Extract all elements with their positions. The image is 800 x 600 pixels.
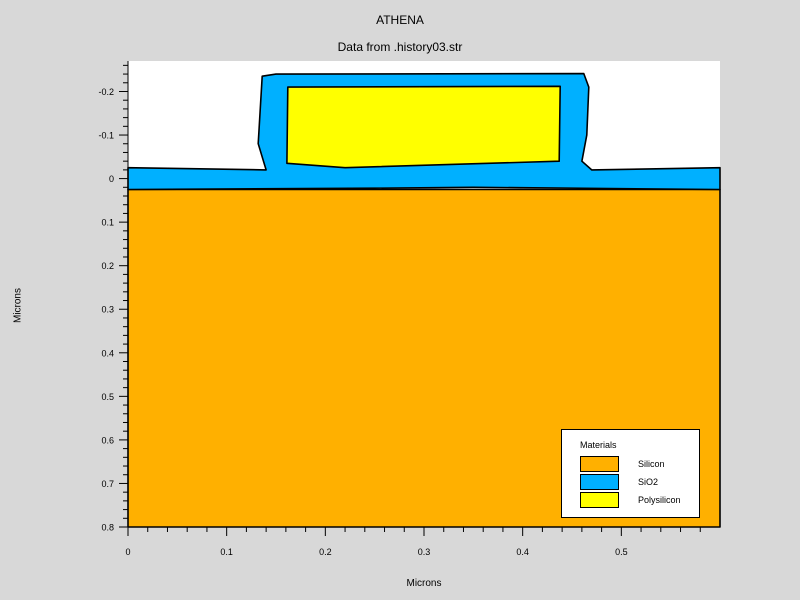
y-tick-label: 0.2 xyxy=(101,261,114,271)
y-tick-label: 0.6 xyxy=(101,435,114,445)
y-tick-label: -0.2 xyxy=(98,87,114,97)
legend-item-silicon: Silicon xyxy=(580,456,698,472)
y-tick-label: 0.1 xyxy=(101,218,114,228)
y-tick-label: 0.8 xyxy=(101,523,114,533)
legend-label-sio2: SiO2 xyxy=(638,477,659,487)
chart-subtitle: Data from .history03.str xyxy=(337,40,463,54)
legend-swatch-sio2 xyxy=(580,474,619,490)
x-tick-label: 0.2 xyxy=(319,547,332,557)
x-tick-label: 0.1 xyxy=(220,547,233,557)
legend-swatch-polysilicon xyxy=(580,492,619,508)
y-tick-label: 0.5 xyxy=(101,392,114,402)
legend-item-sio2: SiO2 xyxy=(580,474,698,490)
y-tick-label: 0 xyxy=(109,174,114,184)
legend-item-polysilicon: Polysilicon xyxy=(580,492,698,508)
x-tick-label: 0.3 xyxy=(418,547,431,557)
chart-title: ATHENA xyxy=(376,13,424,27)
legend-swatch-silicon xyxy=(580,456,619,472)
y-axis-label: Microns xyxy=(12,288,24,324)
x-tick-label: 0.5 xyxy=(615,547,628,557)
x-tick-label: 0.4 xyxy=(516,547,529,557)
x-axis-label: Microns xyxy=(406,578,442,589)
legend-label-polysilicon: Polysilicon xyxy=(638,495,681,505)
legend-label-silicon: Silicon xyxy=(638,459,665,469)
legend: Materials Silicon SiO2 Polysilicon xyxy=(561,429,700,518)
legend-title: Materials xyxy=(580,440,617,450)
x-tick-label: 0 xyxy=(125,547,130,557)
y-tick-label: 0.4 xyxy=(101,348,114,358)
y-tick-label: 0.3 xyxy=(101,305,114,315)
y-tick-label: 0.7 xyxy=(101,479,114,489)
region-polysilicon xyxy=(286,85,562,169)
y-tick-label: -0.1 xyxy=(98,131,114,141)
